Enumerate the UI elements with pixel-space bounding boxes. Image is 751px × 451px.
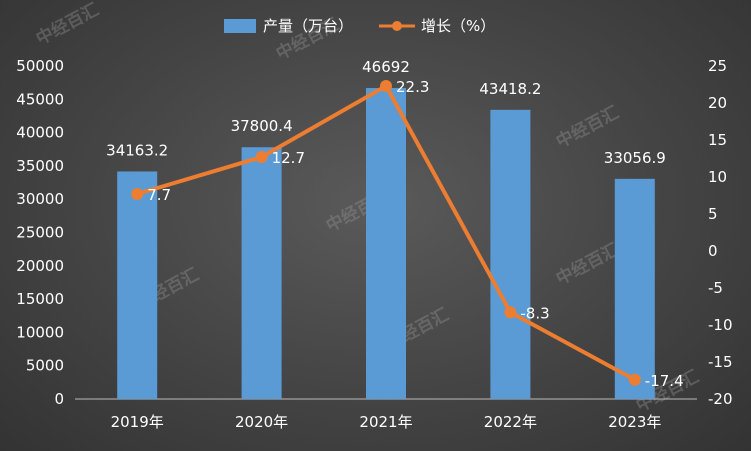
left-axis-tick-label: 5000 [26,357,64,375]
line-point [380,79,392,92]
line-data-label: -8.3 [520,304,549,322]
bar [490,109,531,400]
left-axis-tick-label: 45000 [16,90,64,108]
right-axis-tick-label: 0 [708,242,718,260]
left-axis-tick-label: 15000 [16,290,64,308]
right-axis-tick-label: -20 [708,390,733,408]
watermark: 中经百汇 [552,102,622,152]
bar-data-label: 46692 [362,58,410,76]
line-data-label: 7.7 [147,186,171,204]
right-axis: -20 -15 -10 -5 0 5 10 15 20 25 [708,57,733,408]
left-axis-tick-label: 40000 [16,124,64,142]
bar [366,88,406,399]
line-data-labels: 7.7 12.7 22.3 -8.3 -17.4 [147,78,683,390]
x-axis: 2019年 2020年 2021年 2022年 2023年 [111,413,662,431]
x-axis-tick-label: 2023年 [608,413,661,431]
bar-data-label: 33056.9 [604,149,666,167]
left-axis-tick-label: 35000 [16,157,64,175]
right-axis-tick-label: -15 [708,353,733,371]
bar [614,178,655,399]
right-axis-tick-label: 15 [708,131,727,149]
legend: 产量（万台） 增长（%） [224,17,495,35]
line-data-label: 12.7 [272,149,305,167]
legend-bar-swatch [224,19,256,33]
x-axis-tick-label: 2022年 [484,413,537,431]
watermark: 中经百汇 [552,239,622,289]
left-axis-tick-label: 25000 [16,224,64,242]
right-axis-tick-label: 10 [708,168,727,186]
line-series [131,79,641,386]
bar-data-labels: 34163.2 37800.4 46692 43418.2 33056.9 [106,58,666,167]
left-axis: 0 5000 10000 15000 20000 25000 30000 35000 40000… [16,57,64,408]
line-data-label: -17.4 [645,372,684,390]
x-axis-tick-label: 2019年 [111,413,164,431]
legend-bar-label: 产量（万台） [263,17,353,35]
line-point [131,188,144,201]
right-axis-tick-label: 20 [708,94,727,112]
line-data-label: 22.3 [396,78,429,96]
bar [241,147,282,399]
right-axis-tick-label: 5 [708,205,718,223]
left-axis-tick-label: 50000 [16,57,64,75]
bar [117,171,158,399]
bar-data-label: 43418.2 [479,80,541,98]
bar-data-label: 37800.4 [231,117,293,135]
line-point [504,306,517,319]
left-axis-tick-label: 0 [54,390,64,408]
bar-series [117,88,655,400]
x-axis-tick-label: 2020年 [235,413,288,431]
line-point [255,151,268,164]
watermark: 中经百汇 [32,0,102,49]
right-axis-tick-label: -5 [708,279,723,297]
left-axis-tick-label: 30000 [16,190,64,208]
right-axis-tick-label: 25 [708,57,727,75]
left-axis-tick-label: 10000 [16,323,64,341]
legend-line-marker [392,21,402,31]
bar-data-label: 34163.2 [106,141,168,159]
x-axis-tick-label: 2021年 [359,413,412,431]
legend-line-label: 增长（%） [421,17,495,35]
line-point [628,373,641,386]
right-axis-tick-label: -10 [708,316,733,334]
left-axis-tick-label: 20000 [16,257,64,275]
